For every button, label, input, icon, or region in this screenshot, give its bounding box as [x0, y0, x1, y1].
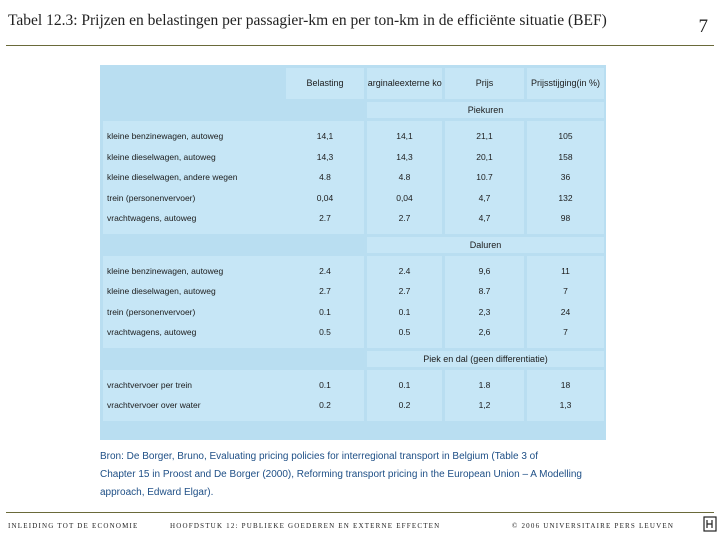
table-cell: 158: [558, 151, 573, 162]
table-cell: 2.7: [398, 286, 411, 296]
table-cell: 1,2: [478, 400, 491, 410]
table-cell: 11: [561, 265, 570, 276]
row-label: vrachtwagens, autoweg: [107, 213, 197, 223]
table-cell: 1.8: [478, 379, 491, 390]
row-label: kleine dieselwagen, autoweg: [107, 286, 216, 296]
column-header: Prijs: [445, 68, 524, 99]
table-cell: 4.8: [319, 172, 331, 182]
column-header-line: externe kost: [399, 78, 442, 89]
source-line: approach, Edward Elgar).: [100, 487, 214, 499]
source-note: Bron: De Borger, Bruno, Evaluating prici…: [100, 448, 660, 503]
table-cell: 0.5: [398, 327, 411, 337]
table-cell: 0,04: [316, 192, 334, 203]
value-column: 11 7 24 7: [527, 255, 604, 348]
row-label: vrachtvervoer per trein: [107, 379, 193, 390]
row-label: trein (personenvervoer): [107, 192, 196, 203]
table-cell: 4.8: [398, 172, 411, 182]
slide-number: 7: [698, 16, 709, 37]
table-cell: 2.4: [319, 265, 331, 276]
row-label: kleine benzinewagen, autoweg: [107, 131, 224, 141]
row-label-column: kleine benzinewagen, autoweg kleine diese…: [103, 121, 287, 234]
row-label: trein (personenvervoer): [107, 306, 196, 317]
value-column: 0.1 0.2: [367, 369, 442, 421]
column-header-line: Prijsstijging: [530, 78, 577, 89]
table-cell: 0,04: [396, 192, 413, 203]
footer-divider: [6, 512, 714, 513]
table-cell: 36: [560, 172, 571, 182]
section-header: Piekuren: [367, 102, 604, 118]
value-column: 105 158 36 132 98: [527, 121, 604, 234]
row-label-column: kleine benzinewagen, autoweg kleine diese…: [103, 255, 287, 348]
table-cell: 1,3: [559, 400, 572, 410]
table-cell: 0.1: [398, 306, 411, 317]
table-cell: 14,3: [316, 151, 334, 162]
table-cell: 20,1: [476, 151, 493, 162]
section-header: Piek en dal (geen differentiatie): [367, 350, 604, 367]
row-label-column: vrachtvervoer per trein vrachtvervoer ove…: [103, 369, 287, 421]
value-column: 2.4 2.7 0.1 0.5: [286, 255, 364, 348]
footer-copyright: © 2006 UNIVERSITAIRE PERS LEUVEN: [512, 522, 675, 530]
table-cell: 0.1: [319, 379, 331, 390]
table-cell: 21,1: [476, 131, 493, 141]
source-line: Bron: De Borger, Bruno, Evaluating prici…: [100, 451, 539, 462]
table-cell: 10.7: [476, 172, 493, 182]
footer-chapter: HOOFDSTUK 12: PUBLIEKE GOEDEREN EN EXTER…: [170, 522, 441, 530]
table-cell: 7: [563, 286, 568, 296]
table-cell: 0.5: [319, 327, 331, 337]
value-column: 21,1 20,1 10.7 4,7 4,7: [445, 121, 524, 234]
value-column: 14,1 14,3 4.8 0,04 2.7: [367, 121, 442, 234]
table-cell: 14,1: [396, 131, 413, 141]
table-cell: 14,1: [316, 131, 334, 141]
row-label: vrachtvervoer over water: [107, 400, 201, 410]
table-cell: 2,6: [478, 327, 491, 337]
value-column: 14,1 14,3 4.8 0,04 2.7: [286, 121, 364, 234]
value-column: 0.1 0.2: [286, 369, 364, 421]
value-column: 1.8 1,2: [445, 369, 524, 421]
table-cell: 4,7: [478, 192, 491, 203]
table-cell: 7: [563, 327, 568, 337]
table-cell: 2.7: [398, 213, 411, 223]
table-cell: 0.1: [398, 379, 411, 390]
value-column: 9,6 8.7 2,3 2,6: [445, 255, 524, 348]
title-divider: [6, 45, 714, 46]
table-cell: 9,6: [478, 265, 491, 276]
price-tax-table: Belasting Marginaleexterne kost Prijs Prijs…: [100, 65, 606, 440]
row-label: kleine dieselwagen, andere wegen: [107, 172, 238, 182]
column-header-line: Belasting: [306, 78, 344, 89]
column-header: Belasting: [286, 68, 364, 99]
value-column: 2.4 2.7 0.1 0.5: [367, 255, 442, 348]
value-column: 18 1,3: [527, 369, 604, 421]
table-cell: 0.1: [319, 306, 331, 317]
row-label: kleine dieselwagen, autoweg: [107, 151, 216, 162]
publisher-logo-icon: [703, 516, 717, 532]
table-cell: 18: [560, 379, 571, 390]
table-cell: 98: [560, 213, 571, 223]
source-line: Chapter 15 in Proost and De Borger (2000…: [100, 469, 582, 481]
table-cell: 132: [558, 192, 573, 203]
table-cell: 2.7: [319, 286, 331, 296]
table-cell: 8.7: [478, 286, 491, 296]
table-cell: 0.2: [398, 400, 411, 410]
section-header: Daluren: [367, 236, 604, 253]
row-label: vrachtwagens, autoweg: [107, 327, 197, 337]
table-cell: 2.4: [398, 265, 411, 276]
footer-course: INLEIDING TOT DE ECONOMIE: [8, 522, 139, 530]
table-cell: 14,3: [396, 151, 413, 162]
row-label: kleine benzinewagen, autoweg: [107, 265, 224, 276]
column-header-line: Prijs: [475, 78, 494, 89]
table-cell: 24: [560, 306, 571, 317]
column-header-line: (in %): [576, 78, 601, 89]
column-header: Prijsstijging (in %): [527, 68, 604, 99]
column-header-line: Marginale: [367, 78, 400, 89]
table-cell: 105: [558, 131, 573, 141]
table-cell: 2.7: [319, 213, 331, 223]
slide-title: Tabel 12.3: Prijzen en belastingen per p…: [8, 12, 607, 29]
table-cell: 2,3: [478, 306, 491, 317]
table-cell: 4,7: [478, 213, 491, 223]
table-cell: 0.2: [319, 400, 331, 410]
column-header: Marginaleexterne kost: [367, 68, 442, 99]
